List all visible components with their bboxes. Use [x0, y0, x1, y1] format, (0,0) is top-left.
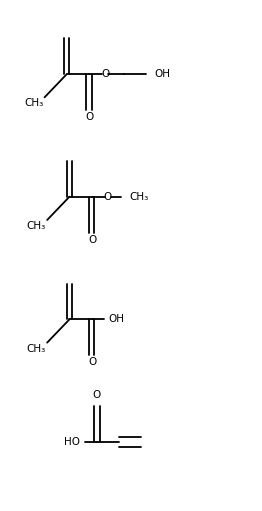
Text: O: O [88, 357, 96, 367]
Text: CH₃: CH₃ [129, 192, 149, 202]
Text: O: O [85, 112, 94, 122]
Text: O: O [93, 389, 101, 400]
Text: OH: OH [154, 69, 170, 79]
Text: O: O [88, 235, 96, 245]
Text: O: O [103, 192, 112, 202]
Text: CH₃: CH₃ [24, 99, 43, 108]
Text: CH₃: CH₃ [27, 221, 46, 231]
Text: CH₃: CH₃ [27, 344, 46, 354]
Text: HO: HO [64, 437, 80, 447]
Text: O: O [101, 69, 109, 79]
Text: OH: OH [108, 314, 124, 324]
